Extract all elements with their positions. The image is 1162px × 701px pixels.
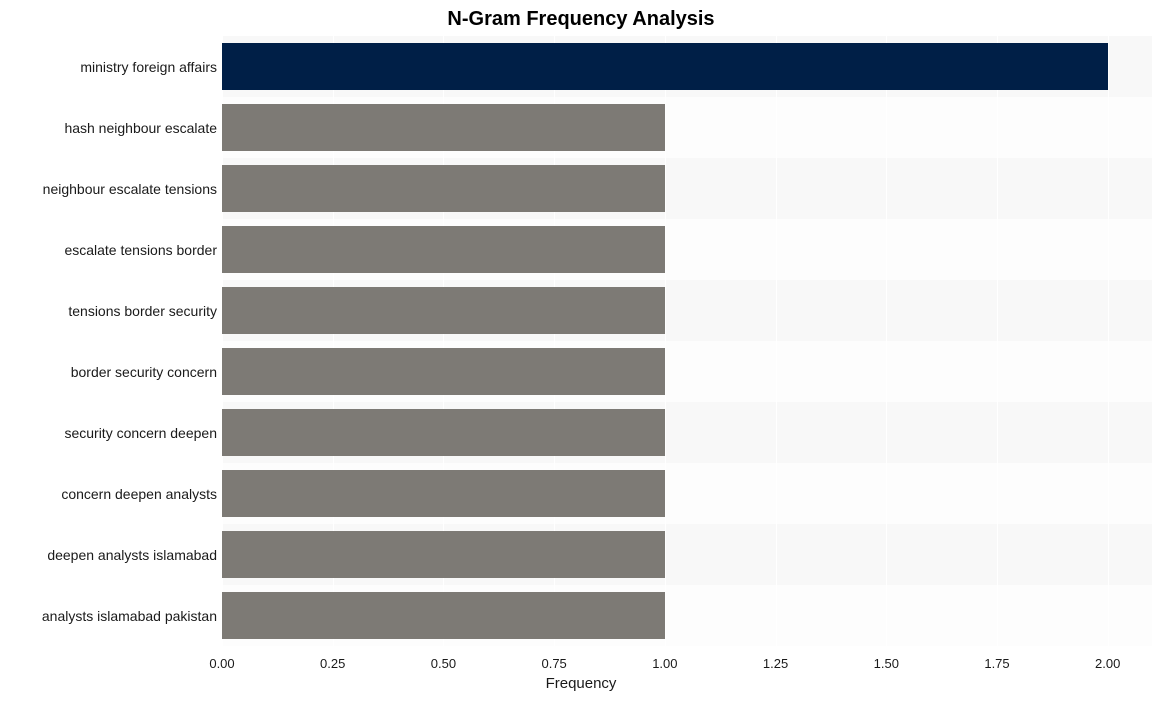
gridline bbox=[886, 36, 887, 646]
x-axis-label: Frequency bbox=[0, 675, 1162, 692]
x-tick-label: 0.75 bbox=[541, 656, 566, 671]
chart-title: N-Gram Frequency Analysis bbox=[0, 8, 1162, 31]
bar bbox=[222, 409, 665, 457]
plot-area bbox=[222, 36, 1152, 646]
y-tick-label: analysts islamabad pakistan bbox=[42, 608, 217, 624]
bar bbox=[222, 165, 665, 213]
y-tick-label: escalate tensions border bbox=[64, 242, 217, 258]
y-tick-label: tensions border security bbox=[68, 303, 217, 319]
bar bbox=[222, 104, 665, 152]
bar bbox=[222, 226, 665, 274]
x-tick-label: 0.50 bbox=[431, 656, 456, 671]
y-tick-label: border security concern bbox=[71, 364, 217, 380]
x-tick-label: 0.00 bbox=[209, 656, 234, 671]
y-tick-label: deepen analysts islamabad bbox=[47, 547, 217, 563]
gridline bbox=[665, 36, 666, 646]
bar bbox=[222, 43, 1108, 91]
bar bbox=[222, 470, 665, 518]
x-tick-label: 1.75 bbox=[984, 656, 1009, 671]
y-tick-label: hash neighbour escalate bbox=[64, 120, 217, 136]
bar bbox=[222, 348, 665, 396]
x-tick-label: 1.25 bbox=[763, 656, 788, 671]
bar bbox=[222, 592, 665, 640]
x-tick-label: 0.25 bbox=[320, 656, 345, 671]
x-tick-label: 1.50 bbox=[874, 656, 899, 671]
x-tick-label: 1.00 bbox=[652, 656, 677, 671]
y-tick-label: ministry foreign affairs bbox=[80, 59, 217, 75]
gridline bbox=[1108, 36, 1109, 646]
y-tick-label: security concern deepen bbox=[64, 425, 217, 441]
x-tick-label: 2.00 bbox=[1095, 656, 1120, 671]
gridline bbox=[776, 36, 777, 646]
gridline bbox=[997, 36, 998, 646]
y-tick-label: neighbour escalate tensions bbox=[43, 181, 217, 197]
y-tick-label: concern deepen analysts bbox=[61, 486, 217, 502]
bar bbox=[222, 287, 665, 335]
bar bbox=[222, 531, 665, 579]
